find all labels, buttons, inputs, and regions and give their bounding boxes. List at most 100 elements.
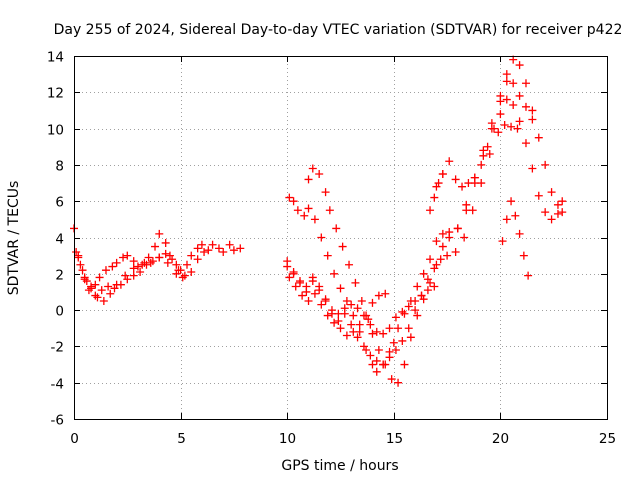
data-point [291,282,300,291]
data-point [289,197,298,206]
data-point [511,211,520,220]
data-point [389,338,398,347]
data-point [411,306,420,315]
data-point [391,313,400,322]
data-point [372,327,381,336]
data-point [187,267,196,276]
data-point [151,242,160,251]
x-tick-label: 15 [386,431,403,447]
data-point [438,229,447,238]
data-point [315,169,324,178]
data-point [172,269,181,278]
data-point [515,91,524,100]
series-track-5 [304,55,567,387]
x-tick-label: 25 [599,431,616,447]
x-tick-label: 5 [177,431,186,447]
data-point [148,257,157,266]
data-point [208,240,217,249]
data-point [144,253,153,262]
data-point [498,237,507,246]
data-point [502,77,511,86]
data-point [182,260,191,269]
data-point [468,206,477,215]
data-point [304,175,313,184]
data-point [496,91,505,100]
data-point [398,307,407,316]
grid [74,56,608,420]
x-tick-label: 20 [492,431,509,447]
data-point [438,242,447,251]
data-point [553,209,562,218]
data-point [374,346,383,355]
data-point [432,237,441,246]
data-point [95,273,104,282]
data-point [485,150,494,159]
data-point [323,311,332,320]
data-point [91,280,100,289]
data-point [477,179,486,188]
data-point [426,278,435,287]
data-point [76,260,85,269]
data-point [547,188,556,197]
data-point [413,282,422,291]
data-point [336,324,345,333]
data-point [445,157,454,166]
data-points [70,55,567,387]
data-point [462,200,471,209]
data-point [534,191,543,200]
data-point [379,360,388,369]
data-point [364,315,373,324]
data-point [310,289,319,298]
data-point [509,101,518,110]
data-point [99,297,108,306]
y-tick-label: 4 [55,232,64,248]
series-track-10 [426,169,447,215]
data-point [490,124,499,133]
data-point [404,324,413,333]
data-point [391,346,400,355]
series-track-11 [498,197,533,280]
data-point [394,324,403,333]
y-tick-label: 10 [47,123,64,139]
data-point [119,253,128,262]
data-point [515,117,524,126]
data-point [362,346,371,355]
data-point [528,115,537,124]
data-point [123,251,132,260]
data-point [146,258,155,267]
data-point [163,258,172,267]
data-point [381,289,390,298]
data-point [161,238,170,247]
data-point [509,79,518,88]
data-point [372,367,381,376]
data-point [347,300,356,309]
data-point [430,193,439,202]
data-point [304,204,313,213]
data-point [372,356,381,365]
data-point [168,255,177,264]
data-point [155,253,164,262]
data-point [334,309,343,318]
data-point [404,302,413,311]
data-point [528,106,537,115]
data-point [470,173,479,182]
data-point [187,251,196,260]
data-point [438,169,447,178]
y-tick-label: 2 [55,268,64,284]
data-point [430,264,439,273]
data-point [400,309,409,318]
data-point [178,273,187,282]
data-point [308,277,317,286]
data-point [494,128,503,137]
data-point [426,206,435,215]
data-point [451,175,460,184]
data-point [80,273,89,282]
data-point [487,119,496,128]
data-point [368,329,377,338]
series-track-3 [74,253,187,306]
series-track-7 [283,257,439,338]
data-point [82,277,91,286]
data-point [108,262,117,271]
data-point [84,286,93,295]
